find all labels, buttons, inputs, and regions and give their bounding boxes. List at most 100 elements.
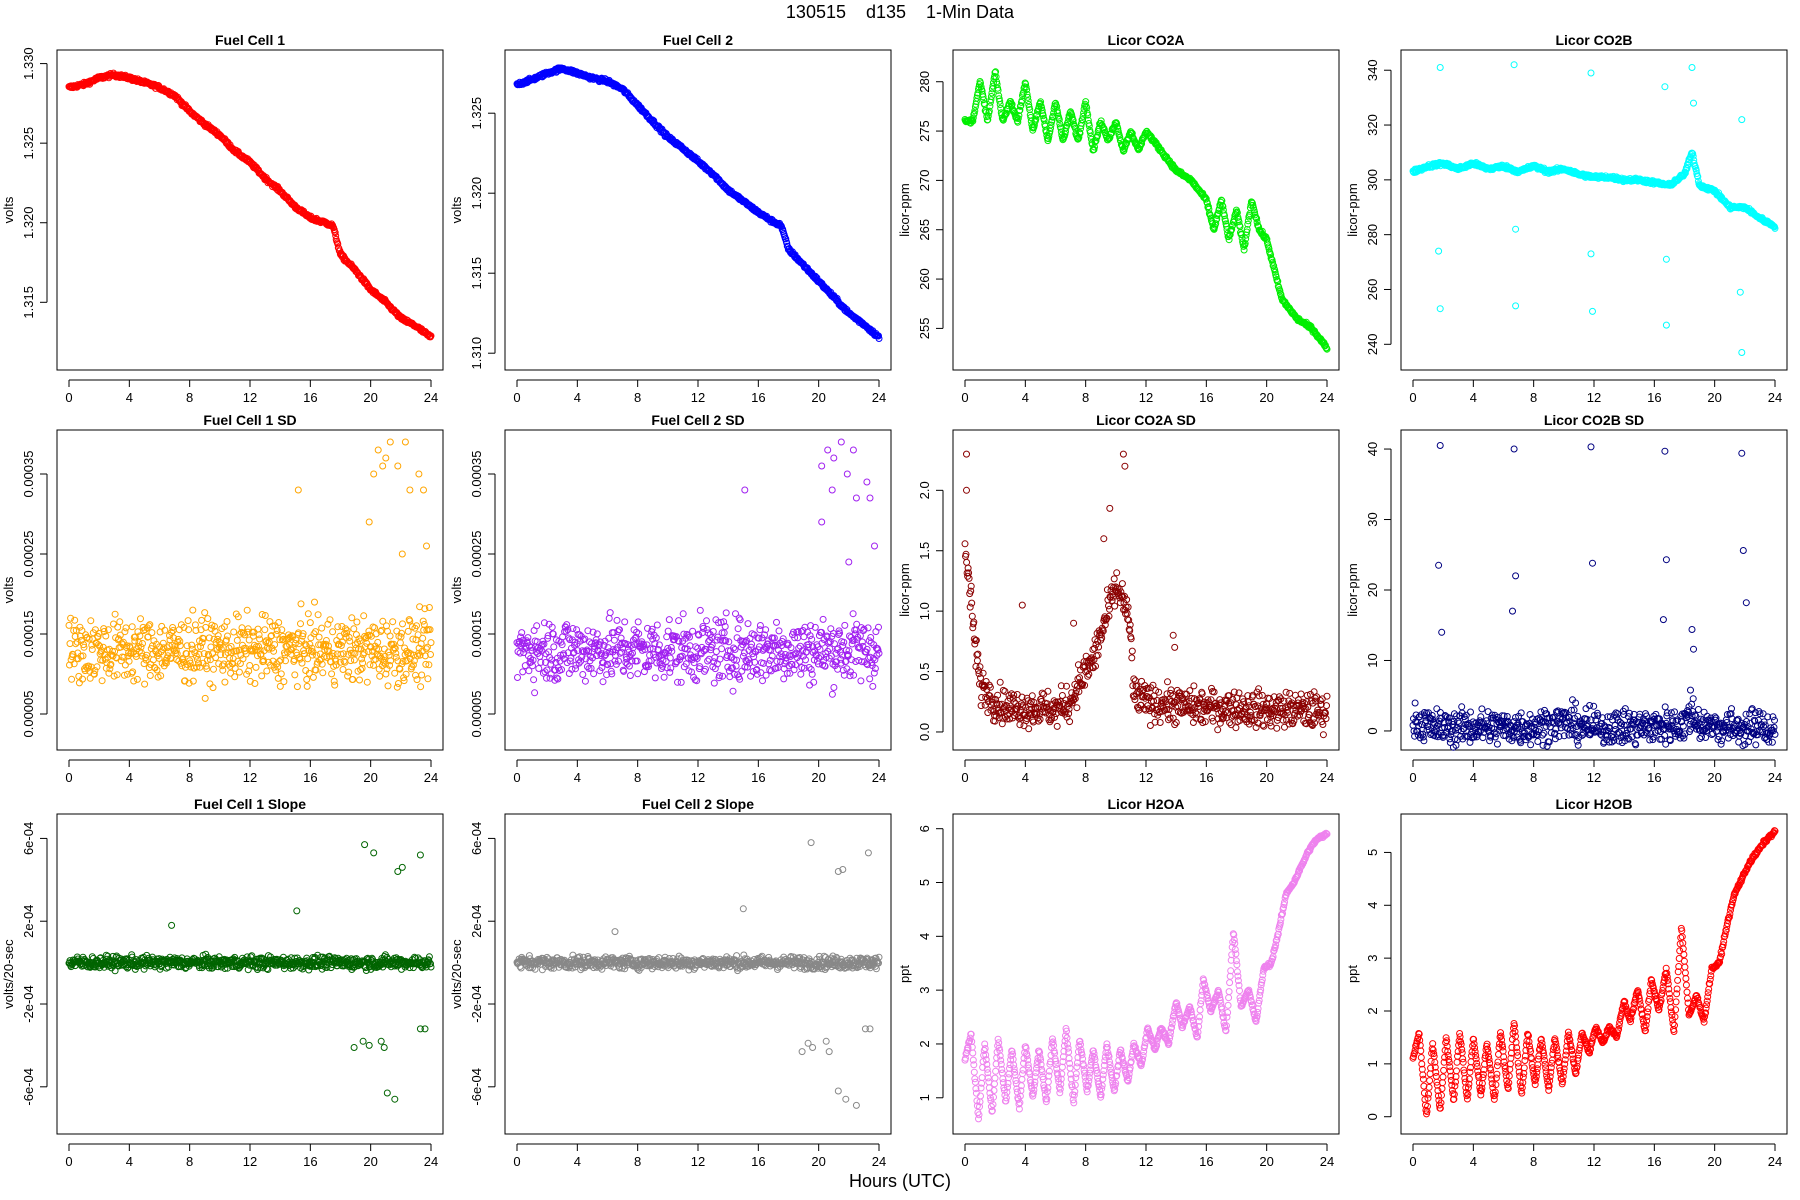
data-point <box>696 606 704 614</box>
data-point <box>370 661 377 669</box>
data-point <box>738 667 746 675</box>
y-tick-label: 260 <box>1365 279 1380 301</box>
data-point <box>189 606 197 614</box>
data-point <box>875 332 882 340</box>
data-point <box>329 628 337 636</box>
x-tick-label: 16 <box>303 770 317 785</box>
data-point <box>331 229 339 237</box>
data-point <box>1736 288 1744 296</box>
data-point <box>227 669 235 677</box>
x-tick-label: 24 <box>872 390 886 405</box>
page-title: 130515 d135 1-Min Data <box>785 2 1015 22</box>
data-point <box>1510 61 1518 69</box>
data-point <box>689 627 697 635</box>
data-point <box>976 663 984 671</box>
y-tick-label: 0.00005 <box>21 691 36 738</box>
y-tick-label: 0.0 <box>917 723 932 741</box>
data-point <box>356 676 363 684</box>
chart-title: Fuel Cell 1 SD <box>203 412 296 428</box>
data-point <box>198 616 206 624</box>
data-point <box>319 669 327 677</box>
data-point <box>121 661 129 669</box>
data-point <box>420 486 427 494</box>
data-point <box>191 621 199 629</box>
data-point <box>1662 321 1670 329</box>
data-point <box>418 671 426 679</box>
data-point <box>386 438 394 446</box>
data-point <box>297 600 305 608</box>
data-point <box>979 669 987 677</box>
data-point <box>392 653 400 661</box>
data-point <box>353 618 361 626</box>
data-point <box>845 558 853 566</box>
data-point <box>1111 602 1119 610</box>
chart-panel-1: Fuel Cell 10 4 8 12 16 20 241.3151.3201.3251.3… <box>1 32 444 405</box>
data-point <box>702 665 709 673</box>
chart-title: Licor CO2B <box>1555 32 1632 48</box>
x-tick-label: 12 <box>1587 390 1601 405</box>
data-point <box>621 618 629 626</box>
data-point <box>1076 129 1084 137</box>
data-point <box>1164 678 1171 686</box>
data-point <box>231 673 239 681</box>
y-tick-label: 260 <box>917 268 932 290</box>
data-point <box>365 518 373 526</box>
plot-frame <box>952 49 1340 371</box>
x-tick-label: 12 <box>243 390 257 405</box>
data-point <box>866 675 874 683</box>
y-axis-label: licor-ppm <box>1345 183 1360 236</box>
data-point <box>583 663 591 671</box>
data-point <box>1738 116 1746 124</box>
x-tick-label: 20 <box>811 770 825 785</box>
data-point <box>579 671 587 678</box>
data-point <box>201 694 209 702</box>
data-point <box>87 617 95 625</box>
x-tick-label: 24 <box>424 770 438 785</box>
data-point <box>374 446 382 454</box>
data-point <box>1662 255 1670 263</box>
data-point <box>734 625 742 633</box>
chart-title: Fuel Cell 2 SD <box>651 412 744 428</box>
data-point <box>201 609 209 617</box>
chart-title: Licor CO2A <box>1107 32 1184 48</box>
data-series <box>513 438 883 698</box>
data-point <box>984 116 992 124</box>
data-point <box>1190 682 1198 690</box>
y-tick-label: 1.325 <box>469 97 484 130</box>
x-tick-label: 0 <box>65 770 72 785</box>
data-point <box>1038 106 1046 114</box>
data-point <box>254 625 262 633</box>
data-point <box>72 640 80 648</box>
data-point <box>1084 111 1092 119</box>
y-tick-label: 275 <box>917 120 932 142</box>
data-point <box>830 684 838 691</box>
data-point <box>223 618 231 625</box>
data-point <box>773 618 780 626</box>
data-point <box>389 618 397 626</box>
data-point <box>1025 101 1033 108</box>
data-point <box>998 720 1006 728</box>
data-point <box>991 69 999 77</box>
data-point <box>233 636 241 644</box>
data-point <box>363 678 371 686</box>
data-point <box>533 622 541 630</box>
x-tick-label: 8 <box>634 390 641 405</box>
data-point <box>1130 675 1138 683</box>
data-point <box>1075 133 1083 141</box>
data-point <box>1016 106 1024 114</box>
data-point <box>128 623 136 631</box>
y-tick-label: 320 <box>1365 114 1380 136</box>
data-point <box>246 662 254 669</box>
data-point <box>818 518 826 526</box>
data-point <box>304 610 312 618</box>
data-point <box>315 633 323 641</box>
data-point <box>1017 102 1025 110</box>
data-point <box>613 616 621 624</box>
data-point <box>1044 687 1052 695</box>
data-point <box>1688 64 1696 71</box>
data-point <box>666 654 674 662</box>
x-tick-label: 24 <box>1320 770 1334 785</box>
data-point <box>963 558 971 566</box>
data-point <box>417 683 425 691</box>
